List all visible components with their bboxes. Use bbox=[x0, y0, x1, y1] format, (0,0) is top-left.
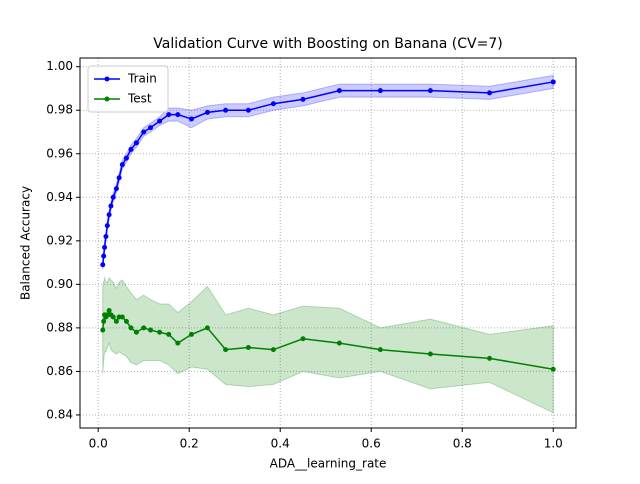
data-point bbox=[223, 347, 229, 353]
y-tick-label: 0.86 bbox=[46, 364, 73, 378]
x-tick-label: 0.8 bbox=[453, 437, 472, 451]
data-point bbox=[100, 262, 106, 268]
confidence-band bbox=[102, 74, 554, 270]
y-tick-label: 1.00 bbox=[46, 59, 73, 73]
x-tick-label: 0.0 bbox=[89, 437, 108, 451]
legend-label: Test bbox=[127, 92, 152, 106]
data-point bbox=[110, 314, 116, 320]
data-point bbox=[336, 340, 342, 346]
data-point bbox=[119, 314, 125, 320]
data-point bbox=[377, 347, 383, 353]
y-tick-label: 0.88 bbox=[46, 320, 73, 334]
data-point bbox=[116, 175, 122, 181]
chart-title: Validation Curve with Boosting on Banana… bbox=[153, 36, 502, 52]
plot-frame bbox=[79, 57, 577, 429]
data-point bbox=[123, 155, 129, 161]
data-point bbox=[110, 194, 116, 200]
legend-label: Train bbox=[127, 72, 157, 86]
data-point bbox=[141, 325, 147, 331]
data-point bbox=[157, 118, 163, 124]
data-point bbox=[128, 325, 134, 331]
data-point bbox=[245, 107, 251, 113]
x-tick-label: 0.2 bbox=[180, 437, 199, 451]
y-axis-label: Balanced Accuracy bbox=[19, 186, 33, 300]
confidence-band bbox=[102, 275, 554, 414]
data-point bbox=[270, 101, 276, 107]
data-point bbox=[148, 327, 154, 333]
x-tick-label: 0.4 bbox=[271, 437, 290, 451]
y-tick-label: 0.90 bbox=[46, 277, 73, 291]
data-point bbox=[157, 329, 163, 335]
legend-marker bbox=[104, 96, 110, 102]
data-point bbox=[141, 129, 147, 135]
data-point bbox=[550, 366, 556, 372]
data-point bbox=[103, 233, 109, 239]
data-point bbox=[108, 203, 114, 209]
y-tick-label: 0.96 bbox=[46, 146, 73, 160]
data-point bbox=[100, 327, 106, 333]
data-point bbox=[113, 186, 119, 192]
data-point bbox=[188, 331, 194, 337]
data-point bbox=[166, 331, 172, 337]
y-tick-label: 0.92 bbox=[46, 233, 73, 247]
data-point bbox=[133, 329, 139, 335]
data-point bbox=[166, 112, 172, 118]
data-point bbox=[128, 146, 134, 152]
y-tick-label: 0.94 bbox=[46, 190, 73, 204]
data-point bbox=[427, 351, 433, 357]
data-point bbox=[104, 223, 110, 229]
data-point bbox=[175, 112, 181, 118]
y-tick-label: 0.98 bbox=[46, 103, 73, 117]
data-point bbox=[188, 116, 194, 122]
data-point bbox=[101, 253, 107, 259]
data-point bbox=[377, 88, 383, 94]
x-axis-label: ADA__learning_rate bbox=[270, 457, 387, 471]
data-point bbox=[106, 212, 112, 218]
data-point bbox=[148, 125, 154, 131]
data-point bbox=[204, 109, 210, 115]
data-point bbox=[204, 325, 210, 331]
data-point bbox=[101, 318, 107, 324]
data-point bbox=[113, 318, 119, 324]
legend-marker bbox=[104, 76, 110, 82]
data-point bbox=[104, 312, 110, 318]
data-point bbox=[487, 355, 493, 361]
y-tick-label: 0.84 bbox=[46, 407, 73, 421]
data-point bbox=[270, 347, 276, 353]
data-point bbox=[300, 96, 306, 102]
data-point bbox=[123, 318, 129, 324]
data-point bbox=[133, 140, 139, 146]
x-tick-label: 1.0 bbox=[544, 437, 563, 451]
data-point bbox=[427, 88, 433, 94]
data-point bbox=[550, 79, 556, 85]
data-point bbox=[175, 340, 181, 346]
data-point bbox=[119, 162, 125, 168]
data-point bbox=[106, 307, 112, 313]
data-point bbox=[300, 336, 306, 342]
data-point bbox=[102, 244, 108, 250]
data-point bbox=[223, 107, 229, 113]
data-point bbox=[336, 88, 342, 94]
data-point bbox=[487, 90, 493, 96]
x-tick-label: 0.6 bbox=[362, 437, 381, 451]
data-point bbox=[245, 344, 251, 350]
